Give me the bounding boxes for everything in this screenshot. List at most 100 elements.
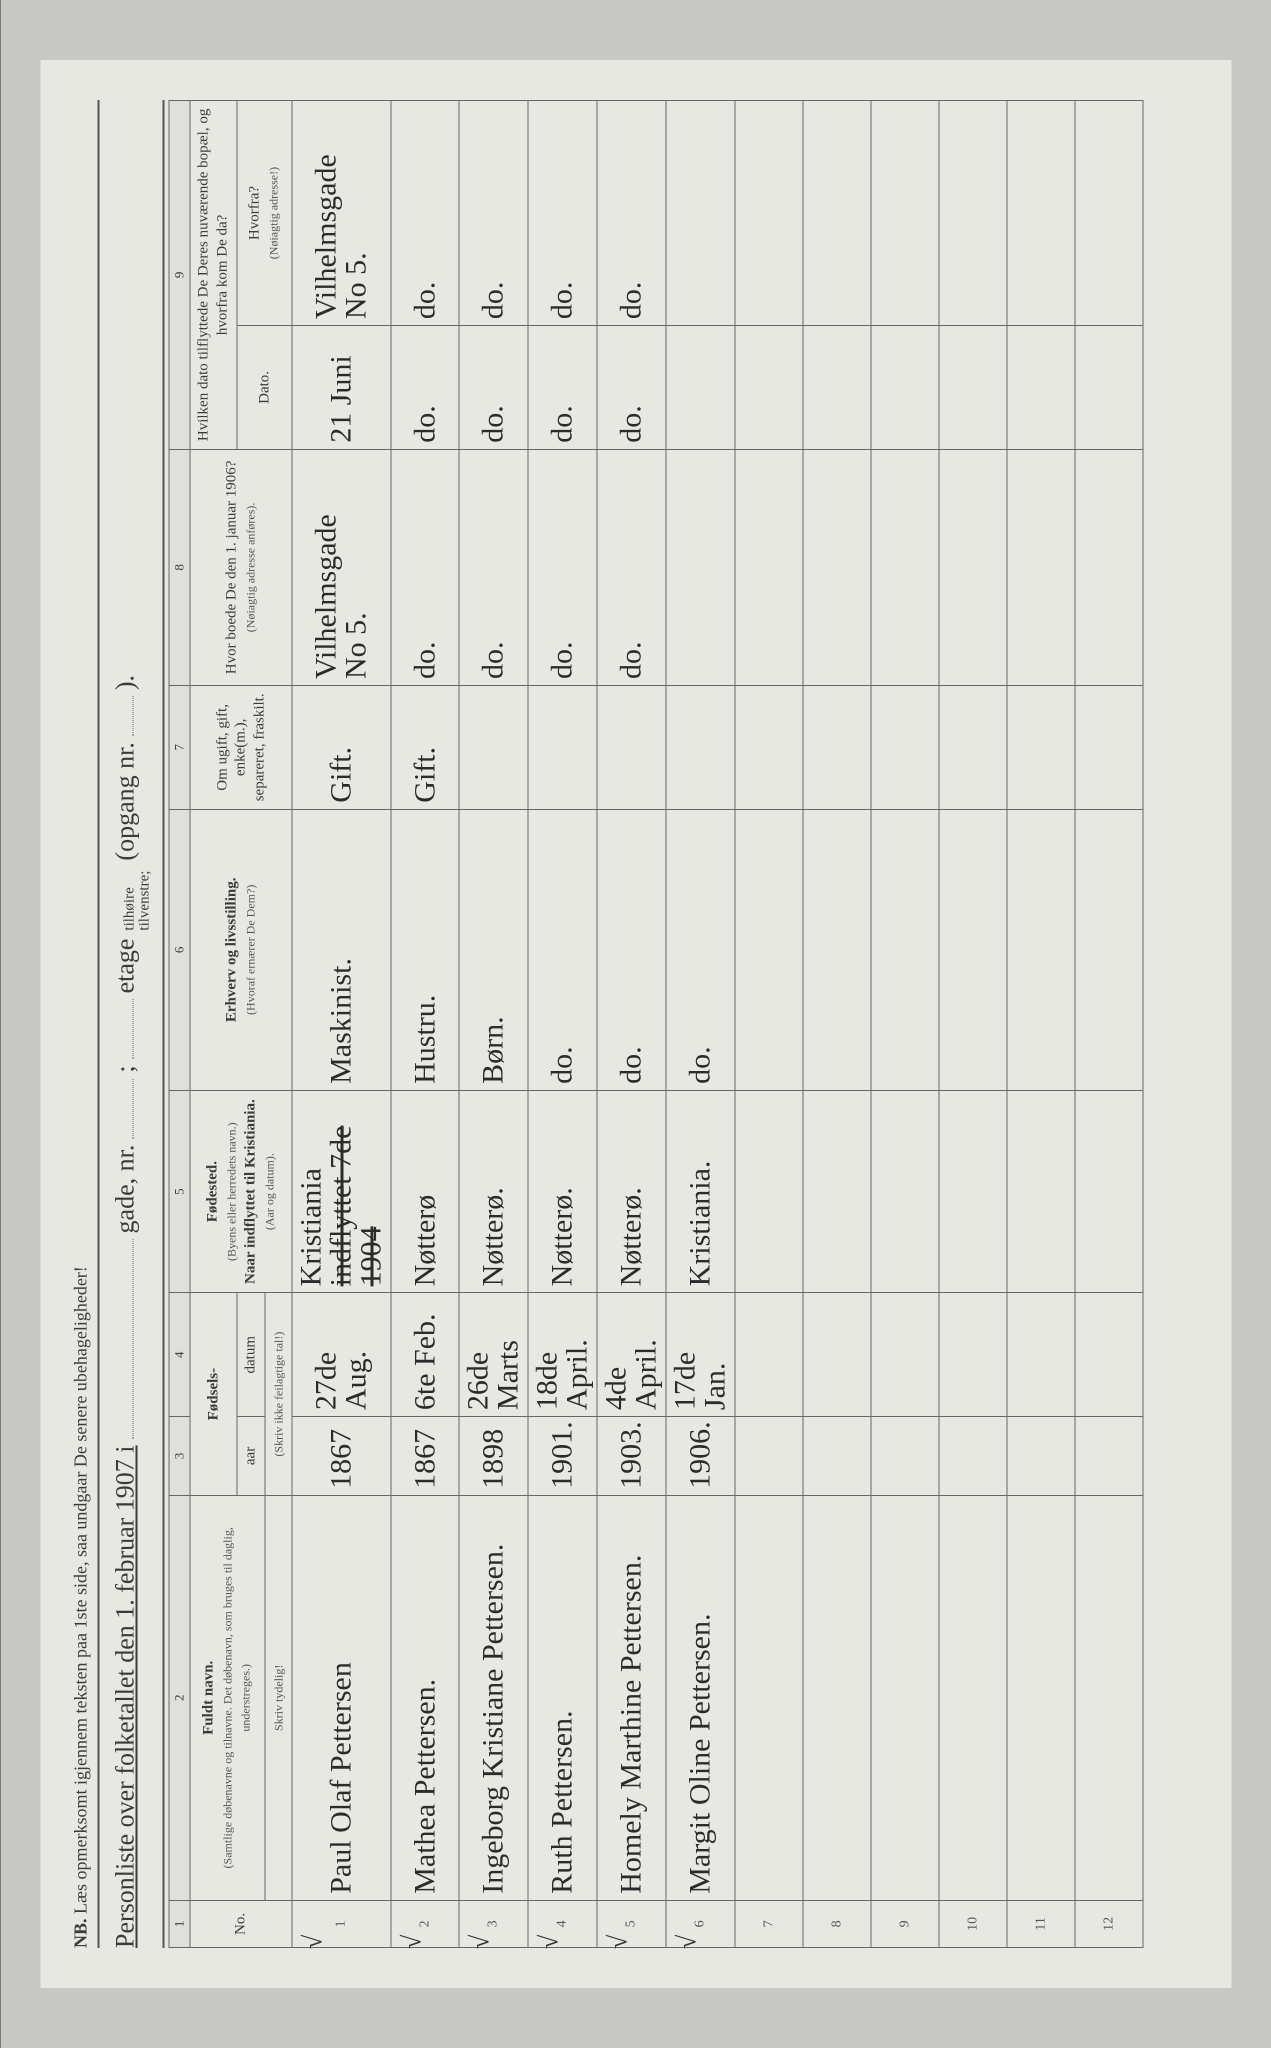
fodested-cell: Nøtterø [391,1090,459,1292]
nb-instruction: NB. Læs opmerksomt igjennem teksten paa … [70,100,99,1948]
datum-cell: 17de Jan. [666,1293,735,1417]
empty-cell [735,326,803,450]
hvorfra-cell: do. [597,101,666,326]
empty-cell [1007,809,1075,1090]
col-boede: Hvor boede De den 1. januar 1906? (Nøiag… [190,449,292,685]
col-no: No. [190,1900,292,1947]
fodested-cell: Kristianiaindflyttet 7de 1904 [292,1090,391,1292]
table-row: 9 [871,101,939,1948]
col-dato: Dato. [236,326,292,450]
nb-text: Læs opmerksomt igjennem teksten paa 1ste… [70,1266,90,1914]
empty-cell [871,1417,939,1496]
row-number: 2√ [391,1900,459,1947]
empty-cell [871,326,939,450]
colnum: 6 [169,809,190,1090]
label-opgang: (opgang nr. [110,742,140,860]
title-line: Personliste over folketallet den 1. febr… [107,100,164,1948]
empty-cell [735,449,803,685]
col-hvorfra: Hvorfra? (Nøiagtig adresse!) [236,101,292,326]
empty-cell [1007,685,1075,809]
empty-cell [939,1417,1007,1496]
col-datum: datum [236,1293,264,1417]
empty-cell [939,1293,1007,1417]
name-cell: Mathea Pettersen. [391,1495,459,1900]
fodested-cell: Kristiania. [666,1090,735,1292]
hvorfra-cell: do. [391,101,459,326]
col-erhverv: Erhverv og livsstilling. (Hvoraf ernærer… [190,809,292,1090]
colnum: 8 [169,449,190,685]
empty-cell [939,326,1007,450]
empty-cell [939,449,1007,685]
empty-cell [939,685,1007,809]
blank-nr [107,1079,133,1139]
erhverv-cell: Børn. [459,809,528,1090]
title-main: Personliste over folketallet den 1. febr… [110,1445,140,1948]
datum-cell: 4de April. [597,1293,666,1417]
row-number: 7 [735,1900,803,1947]
empty-cell [939,101,1007,326]
empty-cell [1075,1417,1143,1496]
dato-cell: do. [597,326,666,450]
empty-cell [735,1293,803,1417]
aar-cell: 1903. [597,1417,666,1496]
dato-cell [666,326,735,450]
fodested-cell: Nøtterø. [459,1090,528,1292]
empty-cell [871,685,939,809]
empty-cell [803,449,871,685]
ugift-cell: Gift. [391,685,459,809]
checkmark-icon: √ [674,1935,700,1949]
row-number: 1√ [292,1900,391,1947]
boede-cell: do. [597,449,666,685]
table-row: 3√Ingeborg Kristiane Pettersen.189826de … [459,101,528,1948]
empty-cell [735,101,803,326]
col-skriv-ikke: (Skriv ikke feilagtige tal!) [264,1293,292,1495]
table-row: 10 [939,101,1007,1948]
ugift-cell: Gift. [292,685,391,809]
empty-cell [1007,101,1075,326]
boede-cell: VilhelmsgadeNo 5. [292,449,391,685]
scan-frame: NB. Læs opmerksomt igjennem teksten paa … [0,0,1271,2048]
colnum: 2 [169,1495,190,1900]
fodested-cell: Nøtterø. [528,1090,597,1292]
empty-cell [1007,1293,1075,1417]
ugift-cell [597,685,666,809]
hvorfra-cell: do. [459,101,528,326]
label-paren-close: ). [110,675,140,690]
table-row: 1√Paul Olaf Pettersen186727de Aug.Kristi… [292,101,391,1948]
ugift-cell [459,685,528,809]
row-number: 4√ [528,1900,597,1947]
empty-cell [1075,1090,1143,1292]
erhverv-cell: do. [528,809,597,1090]
checkmark-icon: √ [536,1935,562,1949]
empty-cell [803,685,871,809]
empty-cell [871,1293,939,1417]
erhverv-cell: do. [597,809,666,1090]
empty-cell [939,809,1007,1090]
empty-cell [871,449,939,685]
col-fodsels: Fødsels- [190,1293,237,1495]
empty-cell [735,685,803,809]
col-skriv-tydelig: Skriv tydelig! [264,1495,292,1900]
empty-cell [1007,1495,1075,1900]
table-row: 12 [1075,101,1143,1948]
table-body: 1√Paul Olaf Pettersen186727de Aug.Kristi… [292,101,1143,1948]
empty-cell [1007,326,1075,450]
boede-cell: do. [391,449,459,685]
ugift-cell [666,685,735,809]
hvorfra-cell: do. [528,101,597,326]
empty-cell [939,1090,1007,1292]
empty-cell [803,1293,871,1417]
colnum: 3 [169,1417,190,1496]
empty-cell [871,1495,939,1900]
name-cell: Homely Marthine Pettersen. [597,1495,666,1900]
name-cell: Ruth Pettersen. [528,1495,597,1900]
empty-cell [803,809,871,1090]
empty-cell [1075,326,1143,450]
blank-etage [107,999,133,1059]
checkmark-icon: √ [605,1935,631,1949]
empty-cell [1007,1090,1075,1292]
row-number: 8 [803,1900,871,1947]
empty-cell [1075,449,1143,685]
dato-cell: do. [528,326,597,450]
row-number: 10 [939,1900,1007,1947]
